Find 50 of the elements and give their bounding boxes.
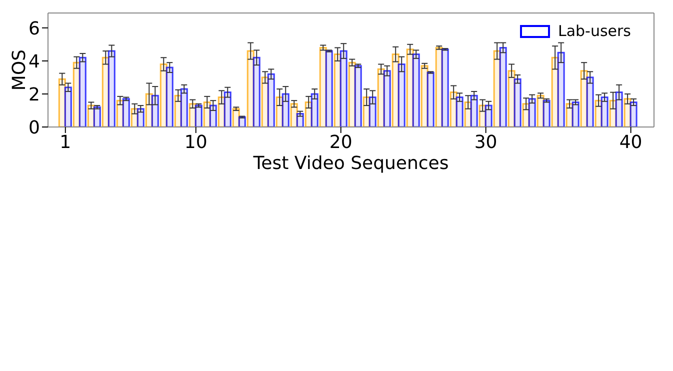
bar (151, 94, 159, 127)
bar (412, 54, 420, 127)
bar (557, 52, 565, 127)
bar (340, 50, 348, 127)
bar (180, 88, 188, 127)
bar (383, 70, 391, 127)
bar (209, 104, 217, 127)
bar (108, 50, 116, 127)
bar (398, 63, 406, 127)
bar (470, 94, 478, 127)
bar (122, 98, 130, 127)
bar (528, 98, 536, 127)
bar (354, 65, 362, 127)
x-tick-label: 40 (619, 132, 642, 153)
y-tick-label: 2 (28, 84, 40, 106)
bar (194, 104, 202, 127)
x-tick-label: 30 (474, 132, 498, 153)
bar (136, 108, 144, 127)
bar (441, 48, 449, 127)
bar (166, 66, 174, 127)
y-axis-title: MOS (8, 49, 30, 91)
y-tick-label: 4 (28, 51, 40, 72)
bar (325, 50, 333, 127)
bar (484, 104, 492, 127)
x-tick-label: 20 (329, 132, 352, 153)
bar (600, 96, 608, 127)
bar (586, 76, 594, 127)
legend-label: Lab-users (558, 22, 631, 40)
bar (456, 96, 464, 127)
bar (630, 101, 638, 127)
bar (499, 46, 507, 127)
bar (267, 73, 275, 127)
bar (224, 92, 232, 127)
bar (64, 86, 72, 127)
bar (310, 93, 318, 127)
bar (78, 56, 86, 127)
bar (572, 101, 580, 127)
bar (615, 92, 623, 127)
bar (93, 106, 101, 127)
bar (282, 93, 290, 127)
bar (252, 56, 260, 127)
bar (542, 100, 550, 127)
bar (426, 72, 434, 127)
bar (514, 78, 522, 127)
y-tick-label: 6 (28, 18, 40, 40)
x-tick-label: 10 (184, 132, 208, 153)
x-tick-label: 1 (60, 132, 72, 153)
x-axis-title: Test Video Sequences (252, 153, 449, 174)
y-tick-label: 0 (28, 117, 40, 138)
bar (368, 96, 376, 127)
